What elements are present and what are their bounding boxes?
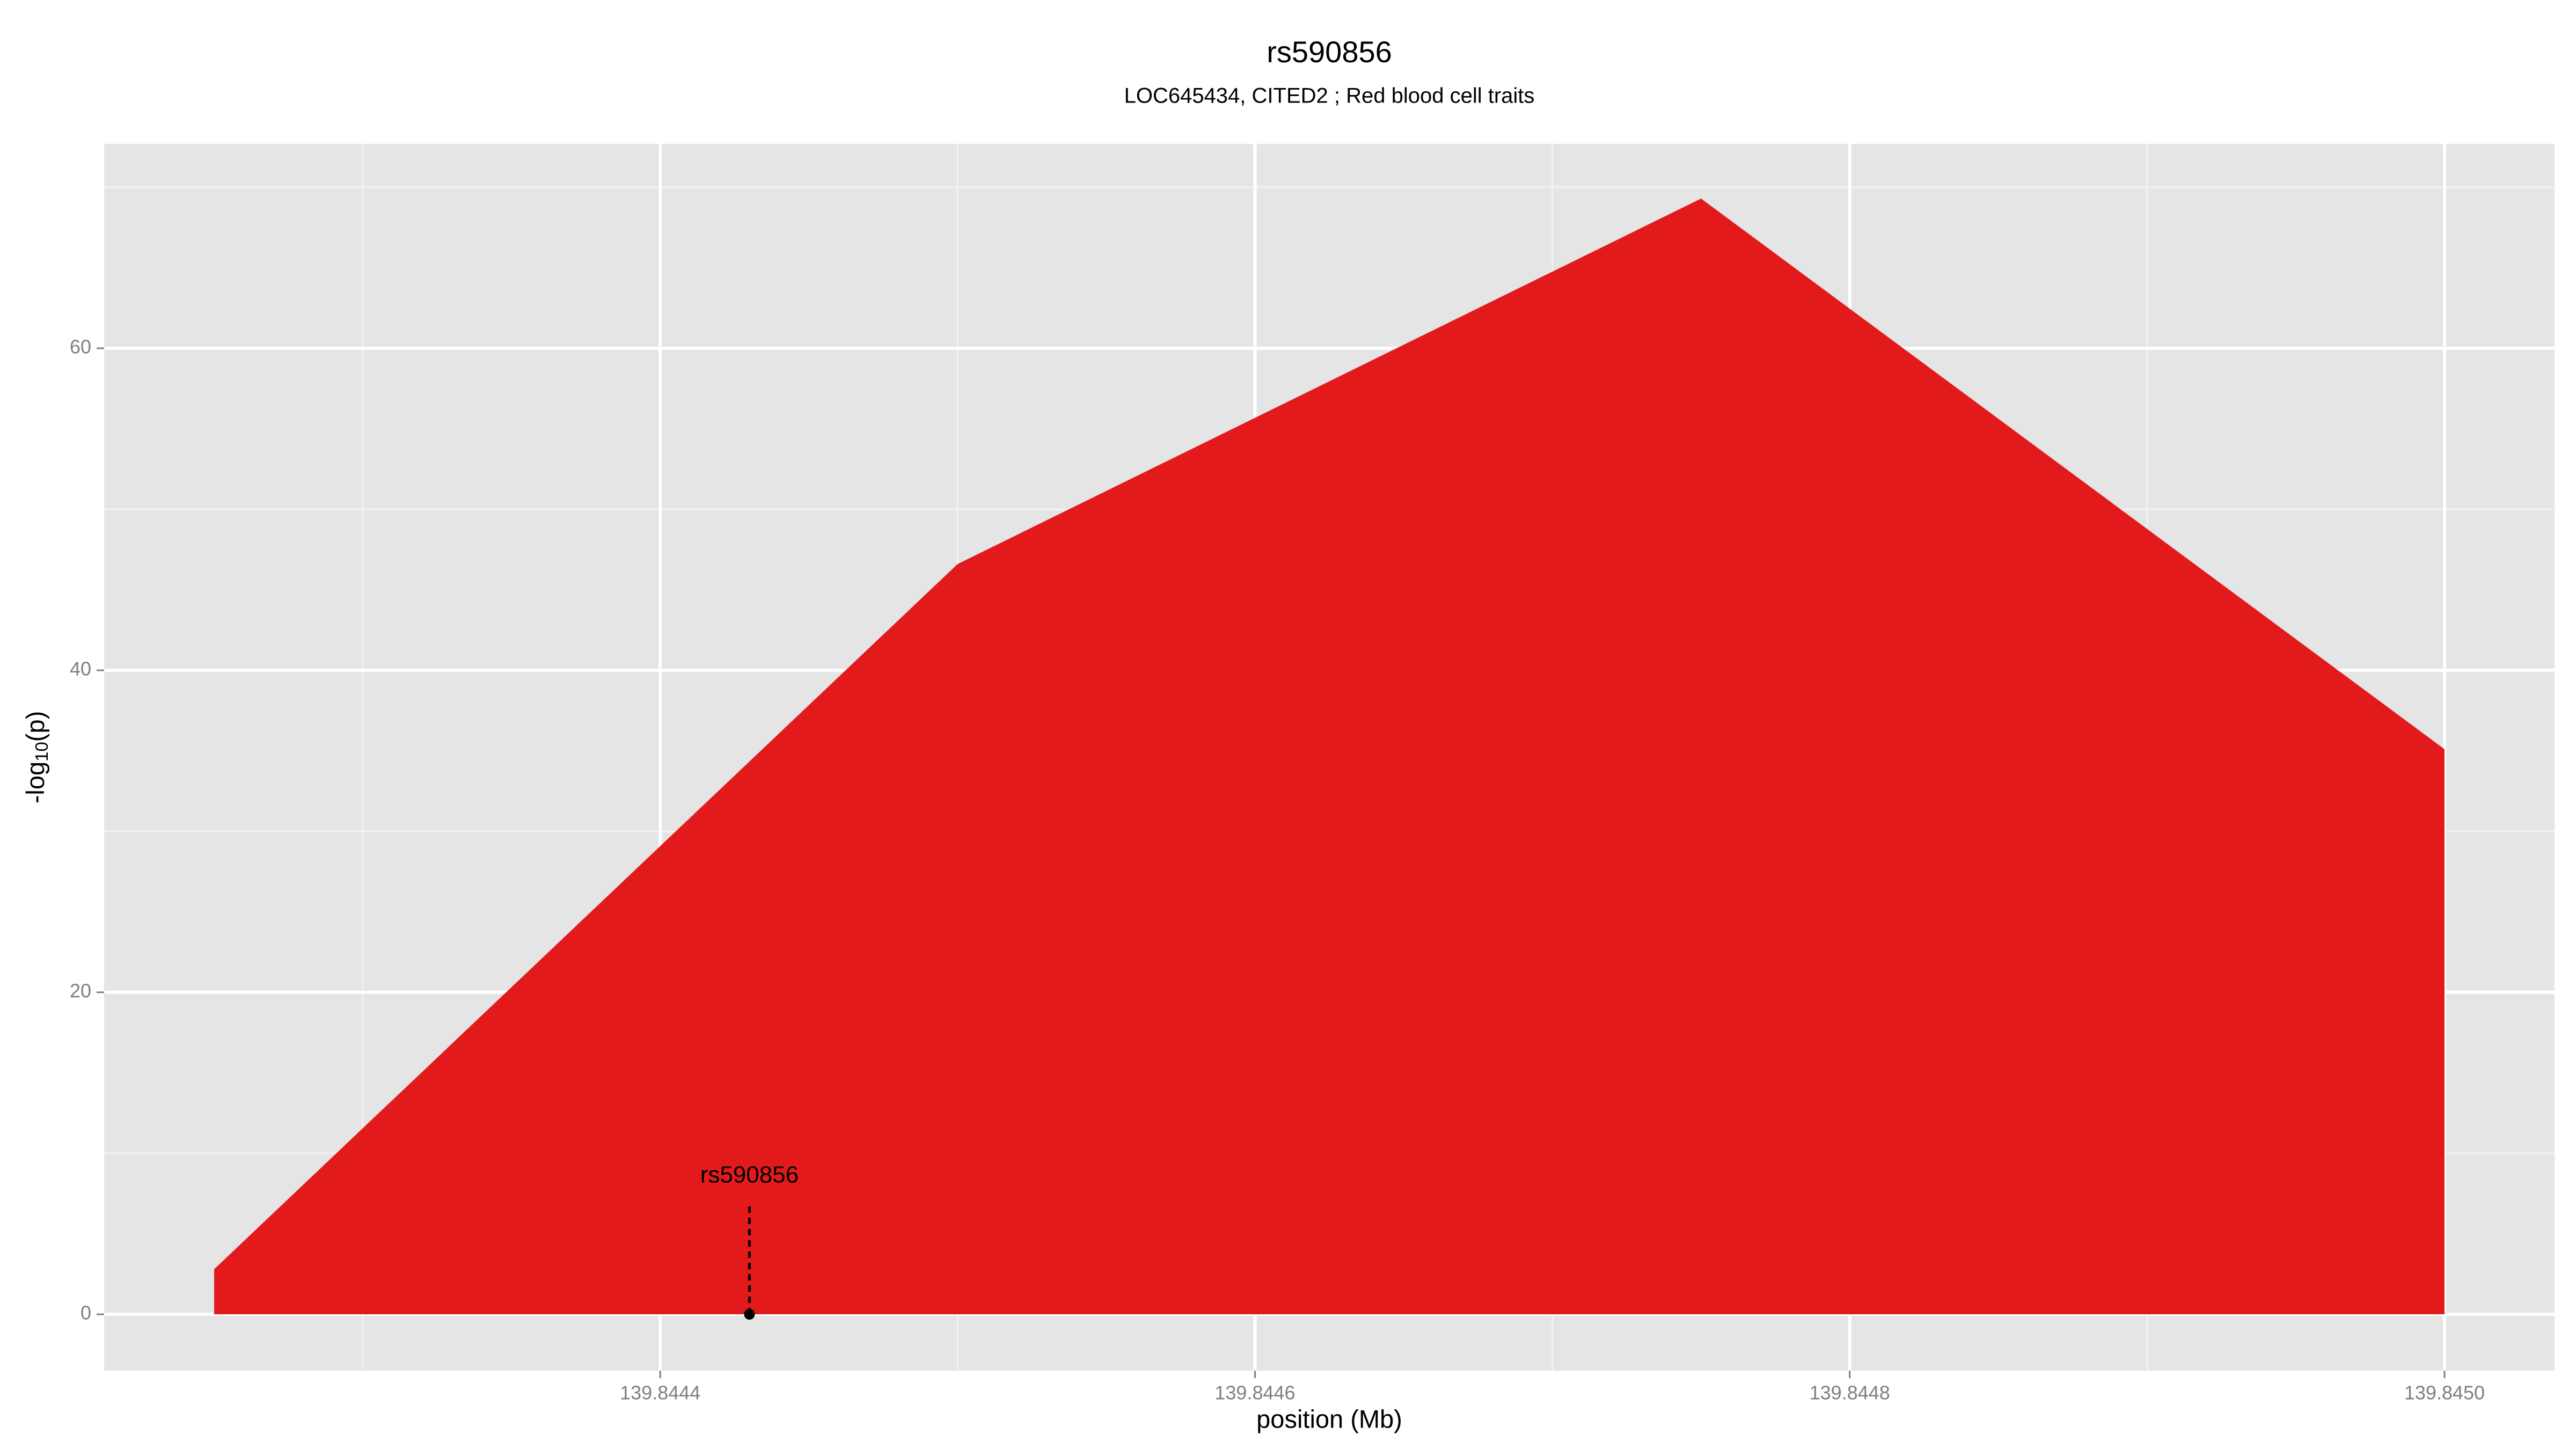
- y-label-prefix: -log: [21, 762, 49, 803]
- x-tick-label: 139.8450: [2404, 1382, 2485, 1404]
- chart-title: rs590856: [1267, 35, 1392, 69]
- y-label-suffix: (p): [21, 711, 49, 742]
- x-tick-label: 139.8448: [1810, 1382, 1890, 1404]
- y-label-sub: 10: [32, 742, 52, 762]
- x-tick-label: 139.8444: [620, 1382, 700, 1404]
- chart-subtitle: LOC645434, CITED2 ; Red blood cell trait…: [1124, 84, 1535, 108]
- x-axis-label: position (Mb): [1256, 1404, 1402, 1433]
- y-tick-label: 20: [70, 980, 91, 1002]
- y-tick-label: 40: [70, 658, 91, 680]
- y-axis-label: -log10(p): [21, 711, 51, 804]
- area: [214, 199, 2445, 1314]
- annotation-point: [744, 1309, 755, 1320]
- y-tick-label: 0: [80, 1302, 91, 1324]
- annotation-label: rs590856: [700, 1162, 799, 1188]
- x-tick-label: 139.8446: [1214, 1382, 1295, 1404]
- y-tick-label: 60: [70, 336, 91, 358]
